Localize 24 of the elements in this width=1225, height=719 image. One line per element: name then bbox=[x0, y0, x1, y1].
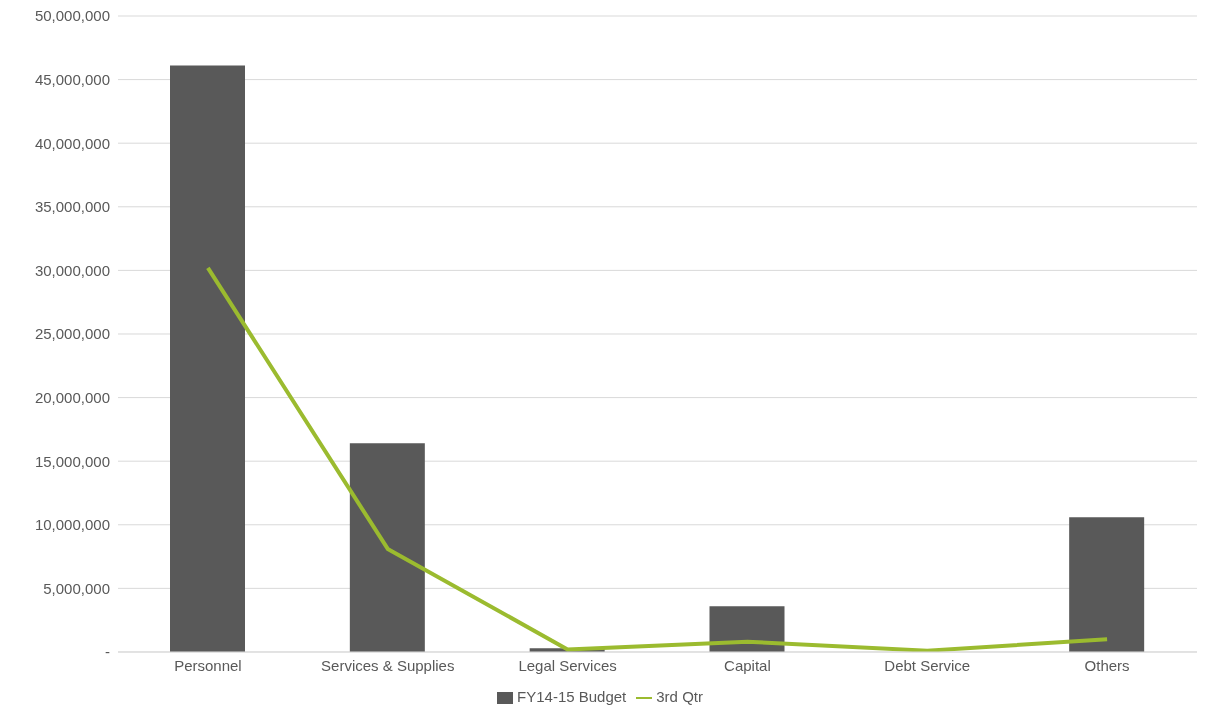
y-tick-label: 25,000,000 bbox=[34, 325, 110, 343]
x-tick-label: Debt Service bbox=[884, 656, 971, 674]
bar bbox=[170, 65, 245, 652]
y-tick-label: 40,000,000 bbox=[34, 134, 110, 152]
bar bbox=[1069, 517, 1145, 652]
y-tick-label: - bbox=[105, 643, 110, 661]
bar bbox=[349, 443, 425, 652]
y-tick-label: 35,000,000 bbox=[34, 198, 110, 216]
x-tick-label: Legal Services bbox=[518, 656, 617, 674]
bar bbox=[709, 606, 785, 652]
x-tick-label: Capital bbox=[724, 656, 771, 674]
y-tick-label: 15,000,000 bbox=[34, 452, 110, 470]
y-tick-label: 50,000,000 bbox=[34, 7, 110, 25]
y-tick-label: 30,000,000 bbox=[34, 261, 110, 279]
y-tick-label: 20,000,000 bbox=[34, 388, 110, 406]
legend-label: 3rd Qtr bbox=[656, 687, 703, 705]
x-tick-label: Services & Supplies bbox=[321, 656, 455, 674]
y-tick-label: 10,000,000 bbox=[34, 516, 110, 534]
y-tick-label: 5,000,000 bbox=[43, 579, 110, 597]
x-tick-label: Personnel bbox=[174, 656, 242, 674]
legend-label: FY14-15 Budget bbox=[517, 687, 627, 705]
line-series bbox=[205, 265, 1110, 652]
x-tick-label: Others bbox=[1084, 656, 1130, 674]
y-tick-label: 45,000,000 bbox=[34, 70, 110, 88]
